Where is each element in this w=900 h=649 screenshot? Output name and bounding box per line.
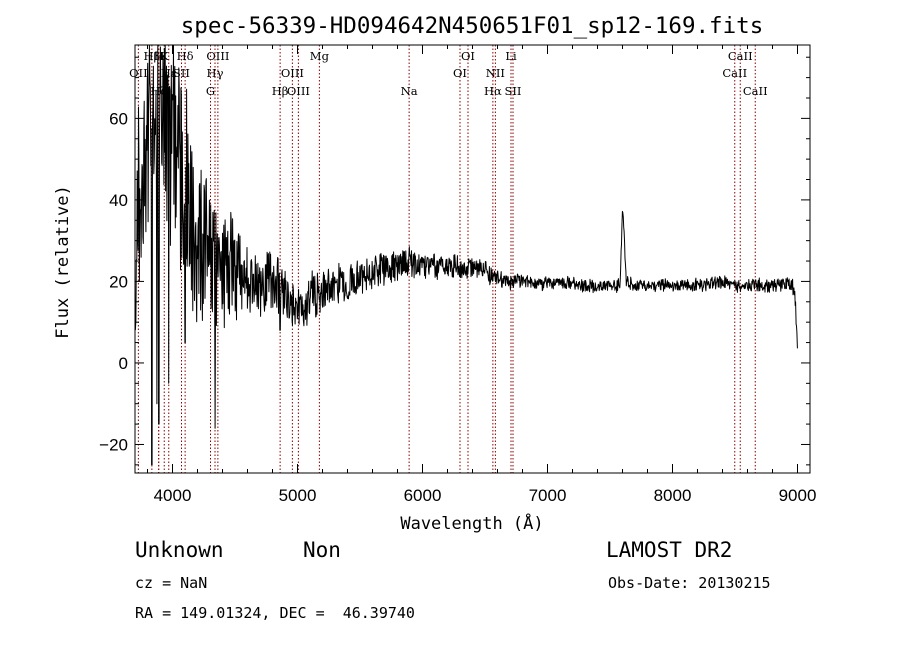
line-marker-label: CaII [728,49,753,63]
line-marker-label: Hγ [207,66,224,80]
x-tick-label: 9000 [779,486,817,505]
line-marker-label: CaII [743,84,768,98]
chart-title: spec-56339-HD094642N450651F01_sp12-169.f… [181,13,763,39]
spectrum-series [134,44,798,466]
x-tick-label: 8000 [654,486,692,505]
line-marker-label: SII [173,66,190,80]
line-marker-label: OIII [206,49,229,63]
observation-date: Obs-Date: 20130215 [608,574,771,592]
line-marker-label: OII [129,66,148,80]
line-marker-label: OI [453,66,467,80]
x-tick-label: 6000 [404,486,442,505]
line-marker-label: Hα [484,84,502,98]
y-tick-label: 0 [119,354,128,373]
plot-frame [134,44,811,474]
line-marker-label: Li [505,49,517,63]
survey-name: LAMOST DR2 [606,538,733,562]
line-marker-label: CaII [722,66,747,80]
object-class: Unknown [135,538,224,562]
y-axis-label: Flux (relative) [53,185,73,339]
axes: 4000 5000 6000 7000 8000 9000 −20 0 20 40 60 [99,45,816,505]
redshift-readout: cz = NaN [135,574,208,592]
line-marker-label: Hβ [272,84,289,98]
line-marker-label: Hδ [177,49,194,63]
x-axis-label: Wavelength (Å) [400,512,543,534]
line-marker-label: NII [486,66,505,80]
line-marker-label: Na [401,84,418,98]
x-tick-label: 7000 [529,486,567,505]
line-marker-label: OIII [281,66,304,80]
line-marker-label: Mg [310,49,330,63]
y-tick-label: 60 [109,109,128,128]
x-tick-label: 5000 [279,486,317,505]
spectrum-line [134,44,798,466]
y-tick-label: 20 [109,272,128,291]
y-tick-label: 40 [109,191,128,210]
x-tick-label: 4000 [154,486,192,505]
object-subclass: Non [303,538,341,562]
line-marker-label: OIII [287,84,310,98]
line-marker-label: OI [461,49,475,63]
line-marker-label: SII [505,84,522,98]
y-tick-label: −20 [99,435,128,454]
coordinates-readout: RA = 149.01324, DEC = 46.39740 [135,604,415,622]
line-marker-label: Hβ [144,49,161,63]
line-marker-label: G [206,84,215,98]
